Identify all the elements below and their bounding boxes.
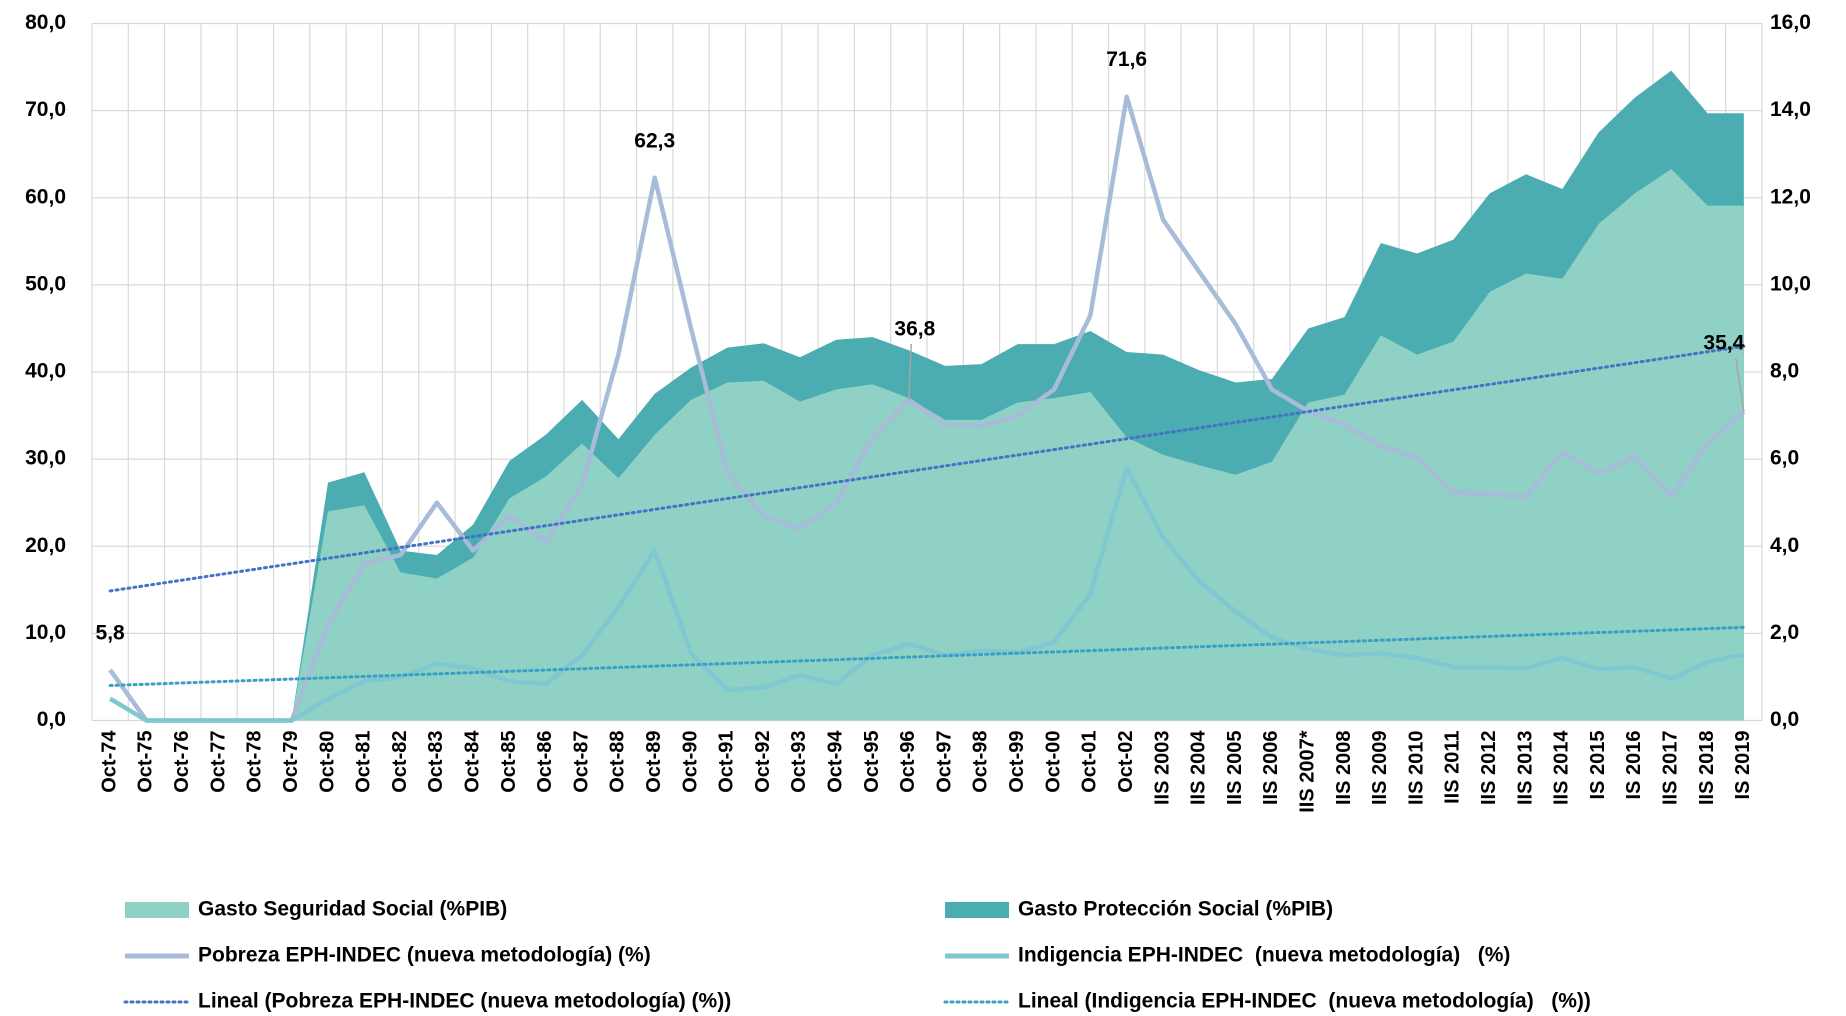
y-tick-label: 0,0 <box>37 708 66 731</box>
x-tick-label: Oct-92 <box>752 731 774 793</box>
legend-item: Lineal (Indigencia EPH-INDEC (nueva meto… <box>943 990 1591 1013</box>
x-tick-label: Oct-77 <box>207 731 229 793</box>
x-tick-label: Oct-91 <box>716 731 738 793</box>
x-tick-label: Oct-90 <box>679 731 701 793</box>
x-tick-label: Oct-93 <box>788 731 810 793</box>
x-tick-label: Oct-96 <box>897 731 919 793</box>
x-tick-label: Oct-01 <box>1079 731 1101 793</box>
legend-label: Lineal (Indigencia EPH-INDEC (nueva meto… <box>1018 990 1591 1013</box>
y-tick-label: 70,0 <box>25 98 66 121</box>
x-tick-label: IIS 2011 <box>1442 731 1464 804</box>
x-tick-label: IIS 2017 <box>1660 731 1682 806</box>
x-tick-label: Oct-02 <box>1115 731 1137 793</box>
x-tick-label: Oct-85 <box>498 731 520 793</box>
x-tick-label: Oct-82 <box>389 731 411 793</box>
y-tick-label: 60,0 <box>25 185 66 208</box>
leader-line <box>908 343 912 400</box>
x-tick-label: IIS 2003 <box>1151 731 1173 806</box>
data-label: 71,6 <box>1106 48 1147 71</box>
legend-item: Gasto Protección Social (%PIB) <box>945 898 1333 921</box>
x-tick-label: Oct-87 <box>570 731 592 793</box>
x-tick-label: Oct-79 <box>280 731 302 793</box>
x-tick-label: Oct-75 <box>135 731 157 793</box>
y2-tick-label: 12,0 <box>1770 185 1811 208</box>
x-tick-label: IS 2019 <box>1732 731 1754 800</box>
line <box>108 94 1746 723</box>
legend-swatch <box>125 902 189 918</box>
line <box>108 465 1745 723</box>
y2-tick-label: 2,0 <box>1770 621 1799 644</box>
data-label: 5,8 <box>96 622 126 645</box>
legend-item: Pobreza EPH-INDEC (nueva metodología) (%… <box>125 944 651 967</box>
x-tick-label: Oct-98 <box>970 731 992 793</box>
y2-tick-label: 0,0 <box>1770 708 1799 731</box>
y2-tick-label: 6,0 <box>1770 447 1799 470</box>
x-tick-label: Oct-81 <box>353 731 375 793</box>
y-tick-label: 40,0 <box>25 360 66 383</box>
legend-item: Indigencia EPH-INDEC (nueva metodología)… <box>945 944 1510 967</box>
x-tick-label: IIS 2004 <box>1188 730 1210 805</box>
x-tick-label: Oct-80 <box>316 731 338 793</box>
legend-label: Lineal (Pobreza EPH-INDEC (nueva metodol… <box>198 990 731 1013</box>
leader-line <box>1735 357 1745 413</box>
x-tick-label: Oct-88 <box>607 731 629 793</box>
x-tick-label: Oct-78 <box>244 731 266 793</box>
legend-label: Gasto Protección Social (%PIB) <box>1018 898 1333 921</box>
x-tick-label: Oct-89 <box>643 731 665 793</box>
x-tick-label: IS 2015 <box>1587 731 1609 800</box>
legend-item: Lineal (Pobreza EPH-INDEC (nueva metodol… <box>123 990 731 1013</box>
x-tick-label: Oct-97 <box>933 731 955 793</box>
x-tick-label: IIS 2009 <box>1369 731 1391 806</box>
x-tick-label: IIS 2010 <box>1405 731 1427 806</box>
x-tick-label: IIS 2006 <box>1260 731 1282 806</box>
y2-tick-label: 8,0 <box>1770 360 1799 383</box>
x-tick-label: Oct-83 <box>425 731 447 793</box>
x-tick-label: Oct-74 <box>98 730 120 793</box>
legend-label: Gasto Seguridad Social (%PIB) <box>198 898 507 921</box>
x-tick-label: Oct-99 <box>1006 731 1028 793</box>
data-label: 62,3 <box>634 129 675 152</box>
x-tick-label: Oct-84 <box>461 730 483 793</box>
area <box>110 168 1744 721</box>
x-tick-label: IIS 2012 <box>1478 731 1500 806</box>
trendline <box>108 344 1746 593</box>
x-tick-label: IS 2016 <box>1623 731 1645 800</box>
x-tick-label: IIS 2013 <box>1514 731 1536 806</box>
y2-tick-label: 14,0 <box>1770 98 1811 121</box>
x-tick-label: Oct-95 <box>861 731 883 793</box>
legend-swatch <box>945 902 1009 918</box>
x-tick-label: Oct-86 <box>534 731 556 793</box>
x-tick-label: IIS 2014 <box>1551 730 1573 805</box>
x-tick-label: IIS 2008 <box>1333 731 1355 806</box>
trendline <box>108 625 1746 688</box>
y-tick-label: 30,0 <box>25 447 66 470</box>
x-tick-label: IIS 2018 <box>1696 731 1718 806</box>
legend-item: Gasto Seguridad Social (%PIB) <box>125 898 507 921</box>
y-tick-label: 80,0 <box>25 11 66 34</box>
y-tick-label: 10,0 <box>25 621 66 644</box>
x-tick-label: Oct-00 <box>1042 731 1064 793</box>
data-label: 36,8 <box>894 317 935 340</box>
y2-tick-label: 16,0 <box>1770 11 1811 34</box>
data-label: 35,4 <box>1703 332 1744 355</box>
y-tick-label: 50,0 <box>25 272 66 295</box>
y-tick-label: 20,0 <box>25 534 66 557</box>
x-tick-label: IIS 2007* <box>1296 730 1318 813</box>
x-tick-label: IIS 2005 <box>1224 731 1246 806</box>
x-tick-label: Oct-76 <box>171 731 193 793</box>
legend-label: Indigencia EPH-INDEC (nueva metodología)… <box>1018 944 1510 967</box>
y2-tick-label: 10,0 <box>1770 272 1811 295</box>
y2-tick-label: 4,0 <box>1770 534 1799 557</box>
legend-label: Pobreza EPH-INDEC (nueva metodología) (%… <box>198 944 651 967</box>
x-tick-label: Oct-94 <box>825 730 847 793</box>
